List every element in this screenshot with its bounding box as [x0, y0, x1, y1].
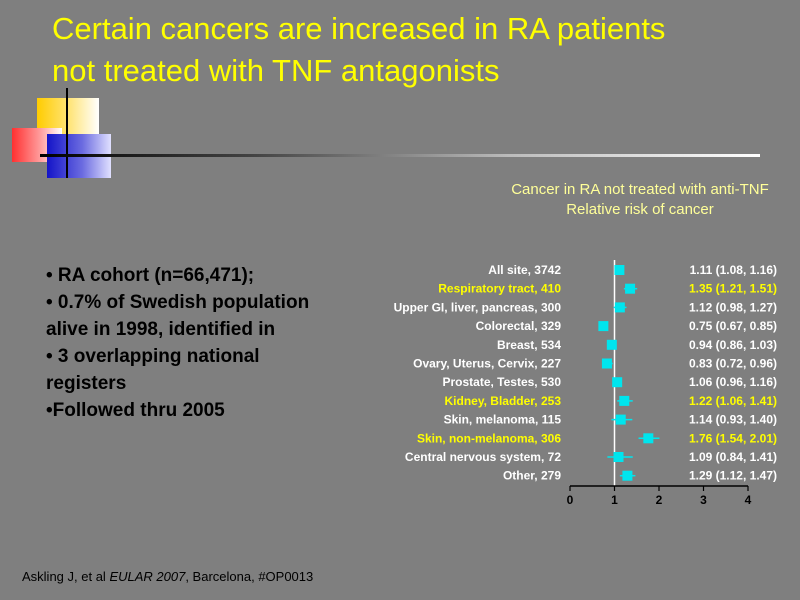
- citation-rest: , Barcelona, #OP0013: [185, 569, 314, 584]
- rr-marker: [619, 395, 630, 406]
- vertical-divider: [66, 88, 68, 178]
- ci-value: 1.22 (1.06, 1.41): [689, 394, 777, 408]
- row-label: Prostate, Testes, 530: [442, 375, 561, 389]
- rr-marker: [615, 414, 626, 425]
- x-tick-label: 0: [567, 493, 574, 507]
- rr-marker: [622, 470, 633, 481]
- bullet-item: •Followed thru 2005: [46, 400, 225, 421]
- x-tick-label: 1: [611, 493, 618, 507]
- horizontal-divider: [40, 154, 760, 157]
- ci-value: 0.94 (0.86, 1.03): [689, 338, 777, 352]
- row-label: Skin, non-melanoma, 306: [417, 431, 561, 445]
- ci-value: 1.11 (1.08, 1.16): [690, 263, 777, 277]
- ci-value: 1.06 (0.96, 1.16): [689, 375, 777, 389]
- row-label: All site, 3742: [488, 263, 561, 277]
- chart-heading-line-2: Relative risk of cancer: [566, 201, 714, 218]
- ci-value: 1.09 (0.84, 1.41): [689, 450, 777, 464]
- bullet-item: • RA cohort (n=66,471);: [46, 265, 255, 286]
- row-label: Colorectal, 329: [476, 319, 562, 333]
- ci-value: 1.35 (1.21, 1.51): [689, 282, 777, 296]
- rr-marker: [643, 433, 654, 444]
- ci-value: 0.83 (0.72, 0.96): [689, 357, 777, 371]
- ci-value: 1.14 (0.93, 1.40): [689, 413, 777, 427]
- bullet-item: • 3 overlapping national registers: [46, 346, 260, 394]
- ci-value: 1.12 (0.98, 1.27): [689, 300, 777, 314]
- ci-value: 1.76 (1.54, 2.01): [689, 431, 777, 445]
- citation-journal: EULAR 2007: [109, 569, 186, 584]
- rr-marker: [606, 339, 617, 350]
- x-tick-label: 2: [656, 493, 663, 507]
- rr-marker: [614, 265, 625, 275]
- chart-heading: Cancer in RA not treated with anti-TNF R…: [470, 180, 800, 220]
- row-label: Other, 279: [503, 469, 561, 483]
- row-label: Respiratory tract, 410: [438, 282, 561, 296]
- row-label: Upper GI, liver, pancreas, 300: [394, 300, 562, 314]
- rr-marker: [625, 283, 636, 294]
- slide-title: Certain cancers are increased in RA pati…: [52, 8, 792, 92]
- row-label: Skin, melanoma, 115: [444, 413, 562, 427]
- x-tick-label: 4: [745, 493, 752, 507]
- row-label: Ovary, Uterus, Cervix, 227: [413, 357, 561, 371]
- x-tick-label: 3: [700, 493, 707, 507]
- bullet-list: • RA cohort (n=66,471); • 0.7% of Swedis…: [46, 262, 336, 424]
- slide-title-line-2: not treated with TNF antagonists: [52, 53, 500, 88]
- rr-marker: [614, 302, 625, 313]
- rr-marker: [601, 358, 612, 369]
- rr-marker: [613, 452, 624, 462]
- chart-heading-line-1: Cancer in RA not treated with anti-TNF: [511, 181, 769, 198]
- row-label: Breast, 534: [497, 338, 561, 352]
- ci-value: 0.75 (0.67, 0.85): [689, 319, 777, 333]
- citation: Askling J, et al EULAR 2007, Barcelona, …: [22, 569, 313, 584]
- row-label: Central nervous system, 72: [405, 450, 561, 464]
- rr-marker: [612, 377, 623, 388]
- ci-value: 1.29 (1.12, 1.47): [689, 469, 777, 483]
- citation-authors: Askling J, et al: [22, 569, 110, 584]
- slide-title-line-1: Certain cancers are increased in RA pati…: [52, 11, 666, 46]
- rr-marker: [598, 321, 609, 332]
- bullet-item: • 0.7% of Swedish population alive in 19…: [46, 292, 310, 340]
- row-label: Kidney, Bladder, 253: [445, 394, 562, 408]
